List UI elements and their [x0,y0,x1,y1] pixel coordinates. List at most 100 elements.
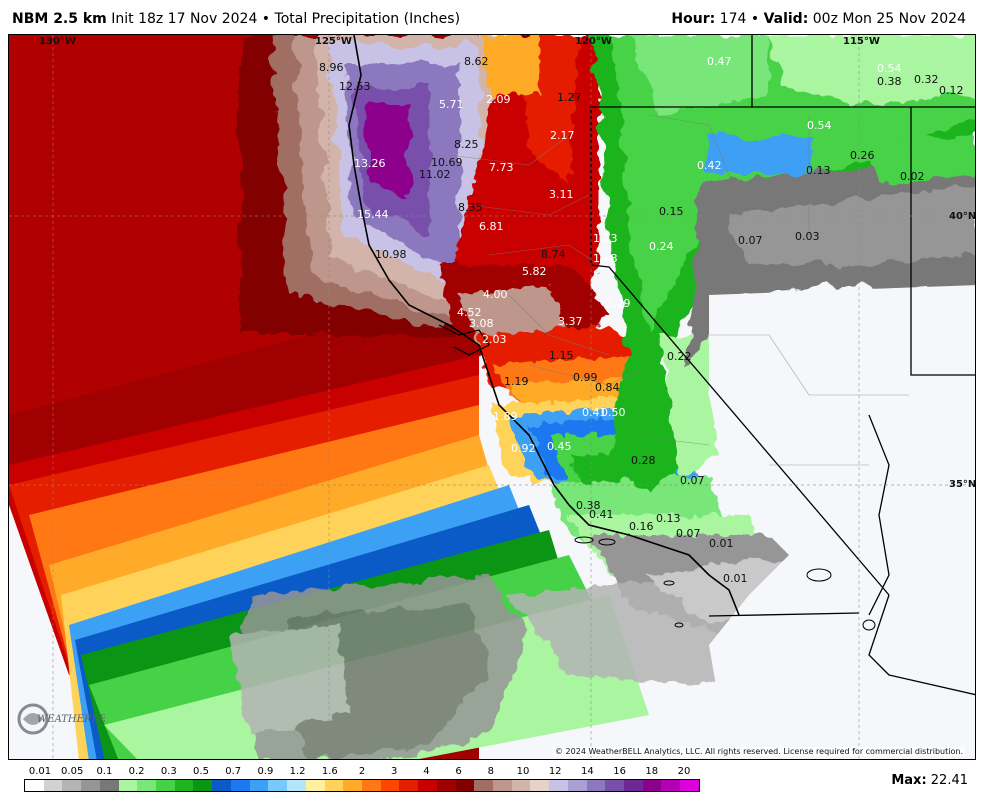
point-value-label: 10.69 [431,156,463,169]
legend-swatch [118,780,138,791]
point-value-label: 12.53 [339,80,371,93]
point-value-label: 0.92 [511,442,536,455]
point-value-label: 3.11 [549,188,574,201]
map-title: NBM 2.5 km Init 18z 17 Nov 2024 • Total … [12,11,460,27]
legend-swatch [474,780,493,791]
point-value-label: 0.22 [667,350,692,363]
legend-label: 0.3 [160,766,177,777]
legend-swatch [249,780,269,791]
hour-value: 174 [719,11,747,27]
legend-swatch [156,780,175,791]
point-value-label: 5.71 [439,98,464,111]
svg-text:WEATHERBELL: WEATHERBELL [37,714,105,725]
mexico-border [708,612,860,617]
map-header: NBM 2.5 km Init 18z 17 Nov 2024 • Total … [0,0,984,34]
point-value-label: 0.07 [738,234,763,247]
point-value-label: 13.26 [354,157,386,170]
legend-swatch [324,780,344,791]
legend-label: 16 [613,766,626,777]
title-separator: • [257,11,275,27]
point-value-label: 0.24 [649,240,674,253]
nv-ut-border [910,107,975,376]
point-value-label: 0.54 [807,119,832,132]
legend-swatch [212,780,231,791]
legend-swatch [511,780,531,791]
init-time: Init 18z 17 Nov 2024 [111,11,258,27]
point-value-label: 0.42 [697,159,722,172]
legend-swatch [605,780,624,791]
valid-value: 00z Mon 25 Nov 2024 [812,11,966,27]
legend-label: 6 [455,766,462,777]
point-value-label: 0.38 [576,499,601,512]
legend-swatch [81,780,100,791]
legend-label: 1.6 [321,766,338,777]
point-value-label: 0.32 [914,73,939,86]
legend-swatch [230,780,250,791]
precipitation-map: 130°W 125°W 120°W 115°W 40°N 35°N 8.96 8.62 12… [8,34,976,760]
point-value-label: 0.38 [877,75,902,88]
point-value-label: 0.01 [709,537,734,550]
forecast-time: Hour: 174 • Valid: 00z Mon 25 Nov 2024 [671,11,966,27]
point-value-label: 7.73 [489,161,514,174]
point-value-label: 1.48 [593,252,618,265]
valid-label: Valid: [763,11,809,27]
point-value-label: 10.98 [375,248,407,261]
az-border [868,594,975,696]
point-value-label: 1.27 [557,91,582,104]
legend-swatch [680,780,699,791]
great-basin-precip [589,35,975,495]
point-value-label: 0.16 [629,520,654,533]
point-value-label: 0.26 [850,149,875,162]
point-value-label: 0.28 [631,454,656,467]
legend-label: 2 [358,766,366,777]
legend-labels: 0.01 0.05 0.1 0.2 0.3 0.5 0.7 0.9 1.2 1.6 2 3 4 6 8 10 1… [24,766,700,778]
legend-swatch [380,780,400,791]
legend-swatch [492,780,512,791]
legend-swatch [361,780,381,791]
field-name: Total Precipitation (Inches) [274,11,461,27]
point-value-label: 8.74 [541,248,566,261]
legend-label: 8 [487,766,494,777]
point-value-label: 0.45 [547,440,572,453]
copyright-notice: © 2024 WeatherBELL Analytics, LLC. All r… [553,747,965,756]
legend-label: 3 [391,766,398,777]
point-value-label: 0.41 [589,508,614,521]
point-value-label: 3.37 [558,315,583,328]
max-number: 22.41 [930,773,968,788]
coastline [348,35,740,616]
legend-swatch [436,780,456,791]
legend-swatch [586,780,606,791]
legend-swatch [193,780,213,791]
point-value-label: 0.07 [676,527,701,540]
longitude-label: 115°W [843,36,880,47]
legend-label: 20 [677,766,691,777]
point-value-label: 0.15 [659,205,684,218]
legend-swatch [661,780,681,791]
legend-swatch [137,780,157,791]
point-value-label: 2.17 [550,129,575,142]
southern-light-precip [229,555,809,759]
point-value-label: 0.84 [595,381,620,394]
point-value-label: 1.23 [593,232,618,245]
valid-separator: • [746,11,764,27]
point-value-label: 3.08 [469,317,494,330]
legend-swatch [530,780,550,791]
legend-label: 0.05 [61,766,84,777]
legend-swatch [455,780,475,791]
longitude-label: 120°W [575,36,612,47]
point-value-label: 2.29 [606,297,631,310]
point-value-label: 8.25 [454,138,479,151]
point-value-label: 1.19 [504,375,529,388]
legend-swatch [624,780,643,791]
point-value-label: 0.07 [680,474,705,487]
latitude-label: 40°N [949,211,976,222]
graticule-lines [9,35,975,759]
legend-swatch [62,780,82,791]
legend-swatch [305,780,325,791]
map-canvas: 130°W 125°W 120°W 115°W 40°N 35°N 8.96 8.62 12… [9,35,976,759]
legend-label: 14 [581,766,594,777]
desert-no-precip [709,285,975,759]
point-value-label: 8.96 [319,61,344,74]
latitude-labels: 40°N 35°N [949,211,976,490]
